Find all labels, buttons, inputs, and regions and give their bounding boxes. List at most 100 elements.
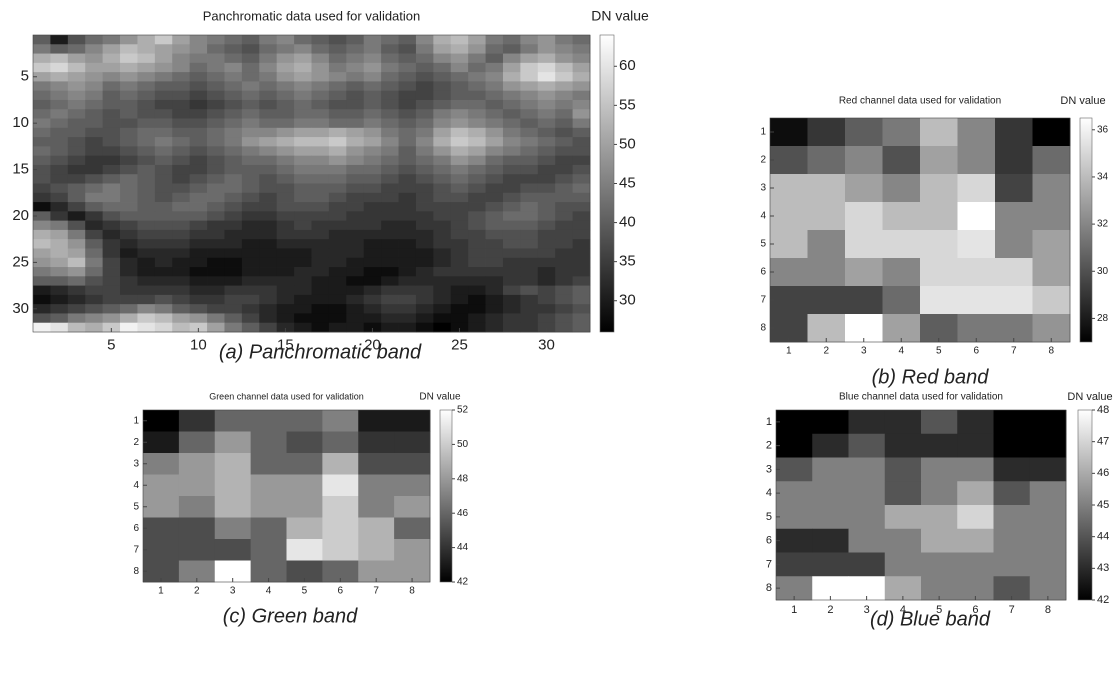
cell — [433, 267, 452, 277]
cell — [328, 127, 347, 138]
colorbar-tick-label: 45 — [619, 174, 636, 191]
cell — [311, 257, 330, 268]
cell — [67, 285, 86, 296]
cell — [250, 431, 287, 454]
cell — [172, 285, 191, 296]
cell — [381, 304, 399, 314]
cell — [381, 202, 399, 212]
cell — [363, 183, 382, 194]
cell — [537, 202, 556, 212]
cell — [537, 183, 556, 194]
cell — [67, 220, 86, 231]
cell — [921, 505, 958, 530]
cell — [311, 304, 330, 314]
x-tick-label: 7 — [1011, 346, 1017, 357]
cell — [921, 457, 958, 482]
cell — [259, 155, 278, 166]
cell — [294, 118, 312, 129]
cell — [294, 164, 312, 175]
cell — [433, 239, 452, 249]
cell — [154, 127, 173, 138]
cell — [415, 239, 434, 249]
cell — [276, 257, 295, 268]
cell — [957, 457, 994, 482]
cell — [224, 220, 243, 231]
cell — [398, 155, 417, 166]
cell — [85, 267, 104, 277]
cell — [294, 202, 312, 212]
cell — [381, 44, 399, 54]
colorbar-tick-label: 40 — [619, 214, 636, 231]
cell — [294, 304, 312, 314]
cell — [485, 257, 504, 268]
cell — [572, 304, 591, 314]
colorbar-label: DN value — [1060, 95, 1105, 107]
cell — [189, 202, 208, 212]
cell — [207, 267, 225, 277]
cell — [241, 127, 260, 138]
cell — [85, 155, 104, 166]
cell — [102, 313, 121, 324]
cell — [120, 164, 138, 175]
cell — [346, 72, 365, 82]
cell — [520, 220, 539, 231]
cell — [276, 137, 295, 147]
cell — [468, 99, 486, 110]
y-tick-label: 15 — [12, 161, 29, 178]
cell — [294, 211, 312, 222]
cell — [537, 239, 556, 249]
cell — [286, 517, 323, 540]
cell — [346, 211, 365, 222]
cell — [224, 276, 243, 286]
cell — [520, 53, 539, 64]
cell — [67, 183, 86, 194]
cell — [358, 539, 395, 561]
cell — [189, 174, 208, 184]
cell — [241, 90, 260, 101]
cell — [207, 239, 225, 249]
cell — [537, 127, 556, 138]
cell — [137, 164, 156, 175]
cell — [398, 118, 417, 129]
cell — [450, 211, 469, 222]
colorbar-tick-label: 48 — [1097, 404, 1109, 416]
cell — [433, 276, 452, 286]
cell — [485, 211, 504, 222]
cell — [770, 118, 808, 147]
cell — [572, 276, 591, 286]
colorbar-tick-label: 44 — [457, 542, 469, 553]
cell — [311, 53, 330, 64]
cell — [555, 285, 573, 296]
cell — [294, 294, 312, 305]
cell — [311, 146, 330, 157]
cell — [214, 453, 252, 475]
cell — [85, 90, 104, 101]
cell — [143, 496, 180, 518]
cell — [346, 267, 365, 277]
cell — [178, 517, 216, 540]
cell — [993, 410, 1031, 435]
cell — [50, 229, 69, 240]
cell — [259, 72, 278, 82]
cell — [468, 35, 486, 45]
cell — [207, 294, 225, 305]
cell — [572, 99, 591, 110]
cell — [363, 257, 382, 268]
cell — [207, 118, 225, 129]
cell — [381, 127, 399, 138]
cell — [154, 322, 173, 333]
cell — [120, 183, 138, 194]
cell — [1029, 481, 1067, 506]
cell — [398, 62, 417, 73]
cell — [520, 137, 539, 147]
cell — [137, 90, 156, 101]
cell — [178, 560, 216, 583]
y-tick-label: 7 — [760, 295, 766, 306]
cell — [178, 453, 216, 475]
cell — [33, 99, 51, 110]
cell — [294, 322, 312, 333]
cell — [957, 146, 996, 175]
cell — [102, 137, 121, 147]
cell — [259, 90, 278, 101]
cell — [450, 164, 469, 175]
